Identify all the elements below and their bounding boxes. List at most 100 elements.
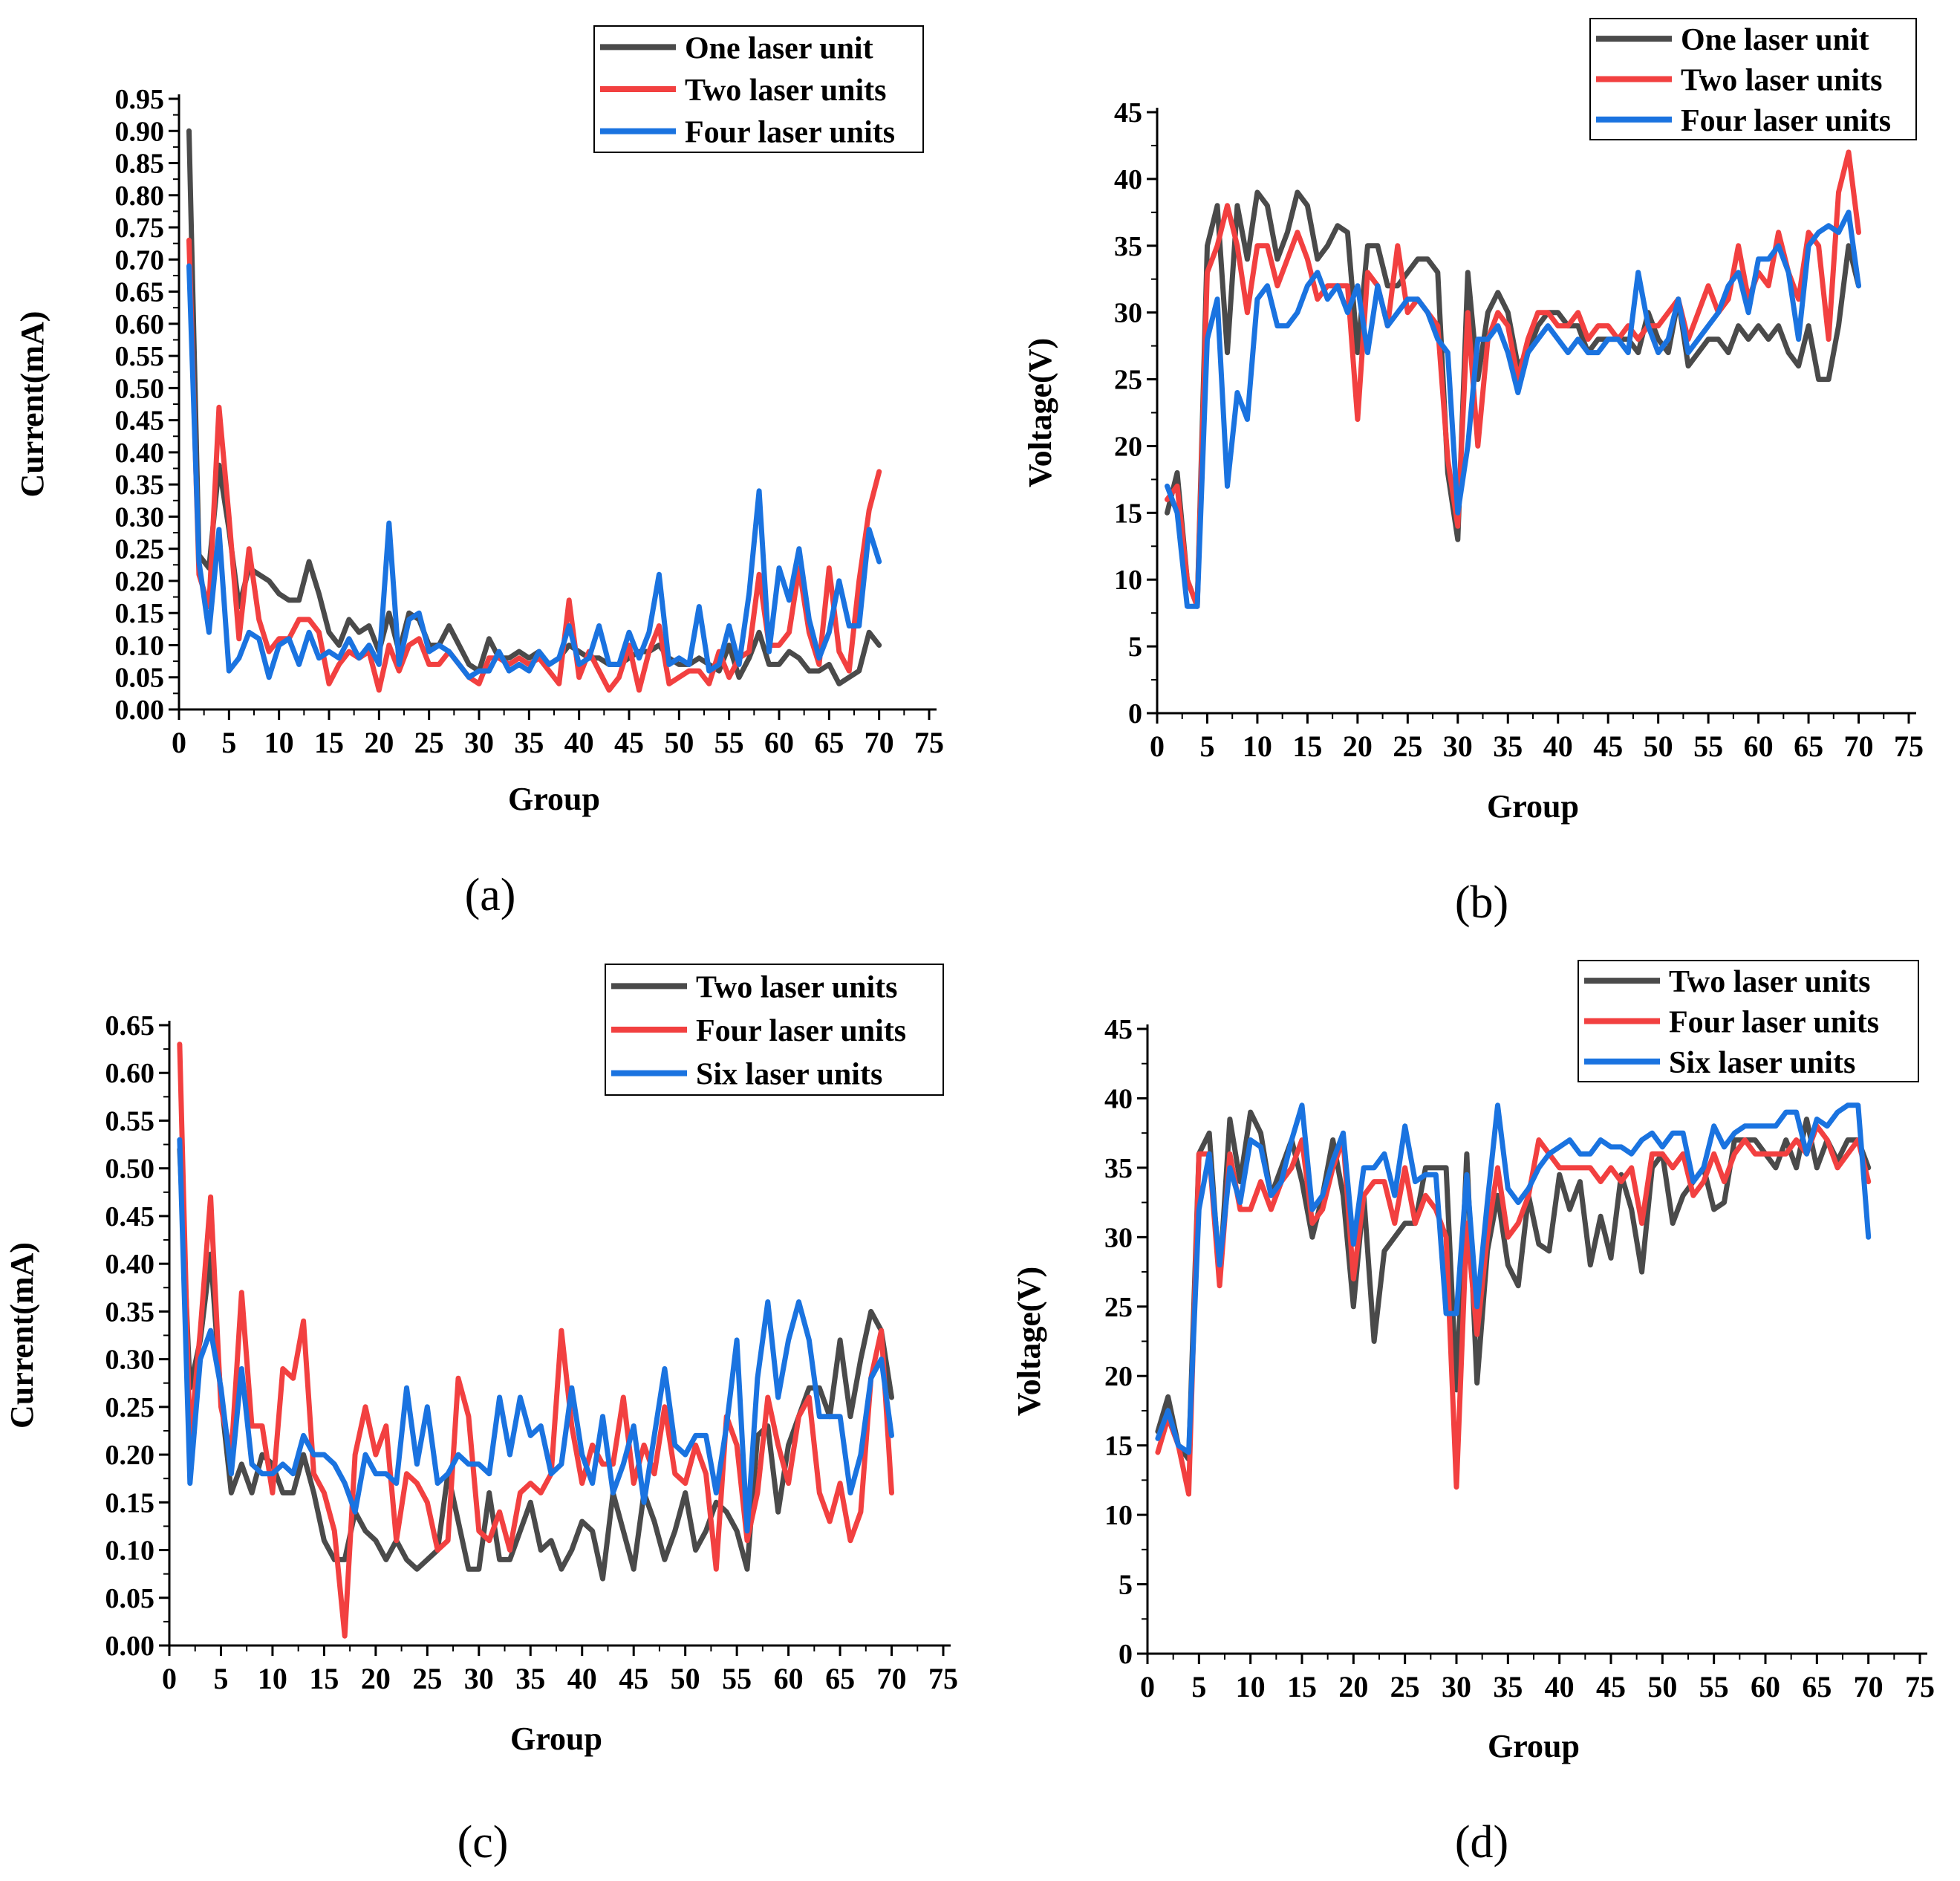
y-axis-title: Voltage(V) bbox=[1011, 1267, 1047, 1416]
y-tick-label: 15 bbox=[1114, 498, 1142, 529]
x-tick-label: 55 bbox=[1693, 730, 1723, 763]
y-tick-label: 40 bbox=[1104, 1083, 1133, 1114]
series-line-2 bbox=[1165, 149, 1861, 609]
x-tick-label: 40 bbox=[567, 1662, 597, 1695]
y-tick-label: 40 bbox=[1114, 164, 1142, 195]
y-tick-label: 0.00 bbox=[105, 1631, 155, 1662]
legend-label: Four laser units bbox=[1681, 104, 1891, 138]
panel-label: (d) bbox=[1455, 1817, 1508, 1868]
y-tick-label: 0.60 bbox=[115, 309, 165, 340]
y-tick-label: 0.00 bbox=[115, 695, 165, 726]
series-line-3 bbox=[177, 1137, 894, 1534]
y-tick-label: 0.30 bbox=[105, 1345, 155, 1376]
y-tick-label: 0.80 bbox=[115, 181, 165, 212]
x-tick-label: 55 bbox=[714, 726, 744, 759]
x-tick-label: 0 bbox=[172, 726, 186, 759]
x-tick-label: 15 bbox=[309, 1662, 339, 1695]
y-tick-label: 0.15 bbox=[115, 598, 165, 629]
x-tick-label: 40 bbox=[1543, 730, 1573, 763]
x-tick-label: 0 bbox=[1140, 1670, 1155, 1703]
x-tick-label: 65 bbox=[1802, 1670, 1832, 1703]
y-axis-title: Current(mA) bbox=[14, 311, 51, 498]
y-tick-label: 45 bbox=[1104, 1014, 1133, 1045]
y-tick-label: 0.25 bbox=[105, 1392, 155, 1423]
x-tick-label: 75 bbox=[1894, 730, 1924, 763]
x-tick-label: 20 bbox=[361, 1662, 391, 1695]
y-tick-label: 0 bbox=[1128, 698, 1142, 730]
x-tick-label: 30 bbox=[464, 1662, 494, 1695]
x-tick-label: 10 bbox=[264, 726, 294, 759]
y-tick-label: 0.55 bbox=[105, 1105, 155, 1137]
y-tick-label: 35 bbox=[1104, 1153, 1133, 1184]
x-tick-label: 25 bbox=[1393, 730, 1422, 763]
x-tick-label: 0 bbox=[162, 1662, 177, 1695]
y-axis-title: Current(mA) bbox=[4, 1242, 40, 1429]
x-tick-label: 45 bbox=[1593, 730, 1623, 763]
x-tick-label: 25 bbox=[1390, 1670, 1420, 1703]
legend-label: Four laser units bbox=[696, 1014, 906, 1048]
y-tick-label: 0.05 bbox=[105, 1583, 155, 1614]
x-tick-label: 70 bbox=[865, 726, 894, 759]
x-tick-label: 75 bbox=[1905, 1670, 1935, 1703]
y-tick-label: 5 bbox=[1119, 1570, 1133, 1601]
y-tick-label: 0.90 bbox=[115, 116, 165, 147]
y-tick-label: 0.55 bbox=[115, 341, 165, 372]
series-line-3 bbox=[186, 263, 882, 680]
y-tick-label: 0.20 bbox=[115, 566, 165, 597]
x-tick-label: 50 bbox=[1644, 730, 1673, 763]
legend-label: One laser unit bbox=[685, 31, 873, 65]
y-tick-label: 10 bbox=[1114, 565, 1142, 596]
y-tick-label: 0.05 bbox=[115, 663, 165, 694]
x-tick-label: 10 bbox=[1243, 730, 1272, 763]
chart-panel-3: 0.00 0.05 0.10 0.15 0.20 0.25 0.30 0.35 0.40 0.45… bbox=[4, 964, 958, 1868]
y-tick-label: 0.85 bbox=[115, 149, 165, 180]
x-axis-title: Group bbox=[508, 781, 600, 817]
y-tick-label: 0.65 bbox=[115, 277, 165, 308]
x-tick-label: 30 bbox=[464, 726, 494, 759]
y-tick-label: 0.25 bbox=[115, 534, 165, 565]
y-tick-label: 25 bbox=[1104, 1292, 1133, 1323]
x-tick-label: 40 bbox=[1545, 1670, 1575, 1703]
x-axis-title: Group bbox=[510, 1721, 602, 1757]
series-line-3 bbox=[1165, 209, 1861, 609]
x-axis-title: Group bbox=[1487, 788, 1579, 825]
y-tick-label: 15 bbox=[1104, 1431, 1133, 1462]
x-tick-label: 20 bbox=[1343, 730, 1373, 763]
legend-label: Two laser units bbox=[685, 74, 886, 108]
x-tick-label: 20 bbox=[364, 726, 394, 759]
x-tick-label: 70 bbox=[1854, 1670, 1884, 1703]
y-tick-label: 0.45 bbox=[115, 406, 165, 437]
x-tick-label: 30 bbox=[1442, 1670, 1471, 1703]
y-tick-label: 0.30 bbox=[115, 501, 165, 533]
chart-panel-1: 0.000.050.100.150.200.250.300.350.400.45… bbox=[14, 25, 944, 920]
y-tick-label: 30 bbox=[1104, 1222, 1133, 1253]
x-tick-label: 15 bbox=[314, 726, 344, 759]
x-tick-label: 45 bbox=[619, 1662, 648, 1695]
x-tick-label: 70 bbox=[1844, 730, 1874, 763]
y-tick-label: 30 bbox=[1114, 298, 1142, 329]
x-tick-label: 35 bbox=[515, 1662, 545, 1695]
y-tick-label: 10 bbox=[1104, 1500, 1133, 1531]
y-tick-label: 0.60 bbox=[105, 1058, 155, 1089]
y-tick-label: 20 bbox=[1104, 1361, 1133, 1392]
y-tick-label: 0.40 bbox=[105, 1249, 155, 1280]
series-line-2 bbox=[186, 237, 882, 693]
x-tick-label: 55 bbox=[722, 1662, 752, 1695]
series-line-2 bbox=[1155, 1123, 1872, 1497]
chart-panel-4: 0 5 10 15 20 25 30 35 40 45 0 5 10 15 20 25 30 35 40 45 50 55… bbox=[1011, 960, 1935, 1868]
x-tick-label: 5 bbox=[1191, 1670, 1206, 1703]
y-axis-title: Voltage(V) bbox=[1022, 338, 1058, 487]
x-tick-label: 35 bbox=[514, 726, 544, 759]
y-tick-label: 0.50 bbox=[115, 373, 165, 404]
y-tick-label: 0.95 bbox=[115, 84, 165, 115]
legend-label: Six laser units bbox=[696, 1058, 882, 1092]
x-tick-label: 35 bbox=[1493, 730, 1523, 763]
x-tick-label: 60 bbox=[764, 726, 794, 759]
x-tick-label: 75 bbox=[928, 1662, 958, 1695]
x-axis-title: Group bbox=[1488, 1728, 1580, 1764]
y-tick-label: 0.70 bbox=[115, 244, 165, 276]
y-tick-label: 35 bbox=[1114, 231, 1142, 262]
y-tick-label: 0.45 bbox=[105, 1201, 155, 1232]
x-tick-label: 60 bbox=[1751, 1670, 1780, 1703]
y-tick-label: 0.20 bbox=[105, 1440, 155, 1471]
